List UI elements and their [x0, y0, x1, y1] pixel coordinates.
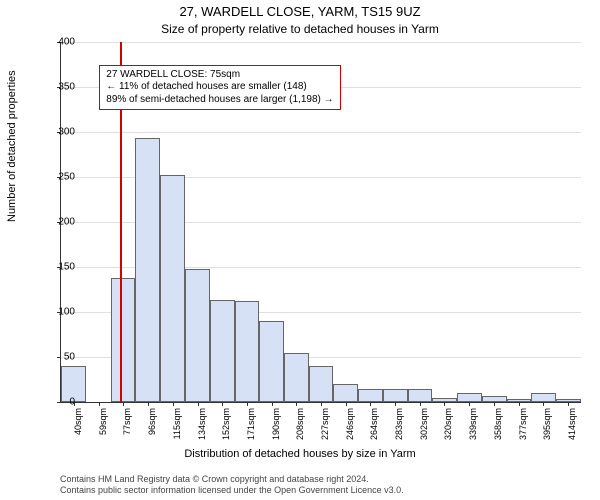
x-tick-mark: [123, 402, 124, 406]
x-tick-mark: [444, 402, 445, 406]
x-tick-mark: [99, 402, 100, 406]
histogram-bar: [457, 393, 482, 402]
grid-line: [61, 42, 581, 43]
y-tick-label: 200: [35, 217, 75, 228]
x-axis-label: Distribution of detached houses by size …: [0, 448, 600, 460]
y-tick-label: 300: [35, 127, 75, 138]
x-tick-label: 40sqm: [73, 408, 83, 448]
x-tick-label: 302sqm: [419, 408, 429, 448]
x-tick-label: 227sqm: [320, 408, 330, 448]
x-tick-label: 77sqm: [122, 408, 132, 448]
x-tick-mark: [370, 402, 371, 406]
x-tick-mark: [494, 402, 495, 406]
x-tick-label: 377sqm: [518, 408, 528, 448]
x-tick-label: 246sqm: [345, 408, 355, 448]
grid-line: [61, 132, 581, 133]
x-tick-mark: [543, 402, 544, 406]
x-tick-label: 59sqm: [98, 408, 108, 448]
y-tick-label: 250: [35, 172, 75, 183]
y-tick-label: 0: [35, 397, 75, 408]
annotation-line: ← 11% of detached houses are smaller (14…: [106, 81, 333, 94]
x-tick-mark: [272, 402, 273, 406]
x-tick-label: 208sqm: [295, 408, 305, 448]
x-tick-mark: [148, 402, 149, 406]
histogram-bar: [333, 384, 358, 402]
x-tick-mark: [420, 402, 421, 406]
x-tick-label: 395sqm: [542, 408, 552, 448]
y-tick-label: 150: [35, 262, 75, 273]
x-tick-label: 358sqm: [493, 408, 503, 448]
x-tick-mark: [395, 402, 396, 406]
x-tick-label: 96sqm: [147, 408, 157, 448]
y-tick-label: 100: [35, 307, 75, 318]
x-tick-mark: [222, 402, 223, 406]
x-tick-mark: [519, 402, 520, 406]
x-tick-label: 171sqm: [246, 408, 256, 448]
annotation-line: 89% of semi-detached houses are larger (…: [106, 94, 333, 107]
chart-title-sub: Size of property relative to detached ho…: [0, 22, 600, 36]
histogram-chart: 27, WARDELL CLOSE, YARM, TS15 9UZ Size o…: [0, 0, 600, 500]
x-tick-mark: [321, 402, 322, 406]
x-tick-label: 414sqm: [567, 408, 577, 448]
histogram-bar: [160, 175, 185, 402]
footer-note: Contains HM Land Registry data © Crown c…: [60, 474, 404, 496]
x-tick-label: 339sqm: [468, 408, 478, 448]
histogram-bar: [383, 389, 408, 403]
x-tick-label: 134sqm: [197, 408, 207, 448]
histogram-bar: [210, 300, 235, 402]
histogram-bar: [111, 278, 135, 402]
x-tick-label: 264sqm: [369, 408, 379, 448]
x-tick-mark: [296, 402, 297, 406]
x-tick-mark: [568, 402, 569, 406]
histogram-bar: [235, 301, 259, 402]
histogram-bar: [531, 393, 556, 402]
x-tick-label: 115sqm: [172, 408, 182, 448]
histogram-bar: [358, 389, 383, 403]
histogram-bar: [309, 366, 333, 402]
x-tick-label: 283sqm: [394, 408, 404, 448]
y-tick-label: 50: [35, 352, 75, 363]
y-tick-label: 350: [35, 82, 75, 93]
histogram-bar: [185, 269, 210, 402]
x-tick-label: 190sqm: [271, 408, 281, 448]
x-tick-mark: [173, 402, 174, 406]
x-tick-mark: [469, 402, 470, 406]
histogram-bar: [284, 353, 309, 403]
histogram-bar: [259, 321, 284, 402]
x-tick-label: 152sqm: [221, 408, 231, 448]
plot-area: 27 WARDELL CLOSE: 75sqm← 11% of detached…: [60, 42, 581, 403]
x-tick-mark: [247, 402, 248, 406]
y-axis-label: Number of detached properties: [6, 70, 18, 222]
annotation-box: 27 WARDELL CLOSE: 75sqm← 11% of detached…: [99, 65, 340, 111]
chart-title-main: 27, WARDELL CLOSE, YARM, TS15 9UZ: [0, 4, 600, 19]
x-tick-label: 320sqm: [443, 408, 453, 448]
y-tick-label: 400: [35, 37, 75, 48]
histogram-bar: [135, 138, 160, 402]
footer-line-1: Contains HM Land Registry data © Crown c…: [60, 474, 404, 485]
histogram-bar: [408, 389, 432, 403]
x-tick-mark: [346, 402, 347, 406]
footer-line-2: Contains public sector information licen…: [60, 485, 404, 496]
annotation-line: 27 WARDELL CLOSE: 75sqm: [106, 69, 333, 82]
x-tick-mark: [198, 402, 199, 406]
